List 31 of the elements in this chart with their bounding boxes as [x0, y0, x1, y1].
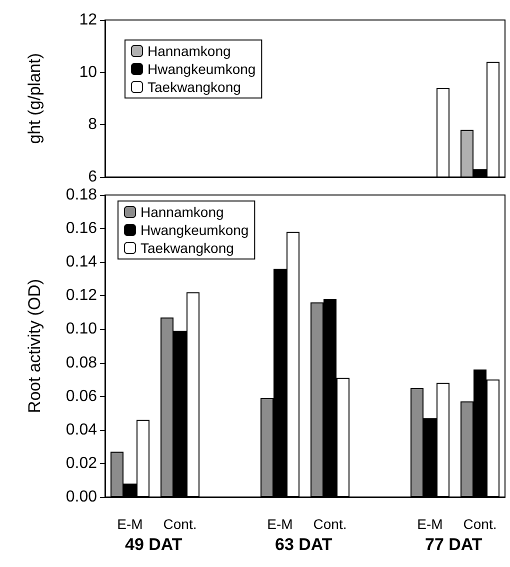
y-tick-label: 6: [88, 168, 98, 186]
x-tick-label: Cont.: [313, 516, 347, 532]
y-axis-title: ght (g/plant): [25, 53, 44, 144]
y-tick-label: 0.16: [66, 220, 98, 238]
x-tick-label: E-M: [267, 516, 293, 532]
y-tick-label: 0.12: [66, 287, 98, 304]
y-tick-label: 0.10: [66, 320, 98, 338]
y-axis-title: Root activity (OD): [25, 278, 44, 414]
y-tick-label: 0.00: [66, 488, 98, 506]
legend-label: Hwangkeumkong: [140, 222, 249, 238]
y-tick-label: 0.04: [66, 421, 98, 438]
y-tick-label: 8: [88, 116, 98, 134]
text: 49 DAT: [125, 535, 183, 554]
y-tick-label: 0.08: [66, 354, 98, 372]
y-tick-label: 0.06: [66, 388, 98, 405]
x-tick-label: Cont.: [463, 516, 497, 532]
y-tick-label: 0.18: [66, 186, 98, 204]
y-tick-label: 10: [79, 64, 98, 81]
text: 77 DAT: [425, 535, 483, 554]
legend-label: Taekwangkong: [140, 240, 234, 256]
y-tick-label: 12: [79, 12, 98, 28]
text: 63 DAT: [275, 535, 333, 554]
legend-label: Hannamkong: [140, 204, 224, 220]
x-tick-label: Cont.: [163, 516, 197, 532]
y-tick-label: 0.02: [66, 454, 98, 472]
legend-label: Hwangkeumkong: [148, 61, 256, 77]
y-tick-label: 0.14: [66, 254, 98, 271]
legend-label: Hannamkong: [148, 43, 231, 59]
legend-label: Taekwangkong: [148, 79, 241, 95]
x-tick-label: E-M: [417, 516, 443, 532]
x-tick-label: E-M: [117, 516, 143, 532]
